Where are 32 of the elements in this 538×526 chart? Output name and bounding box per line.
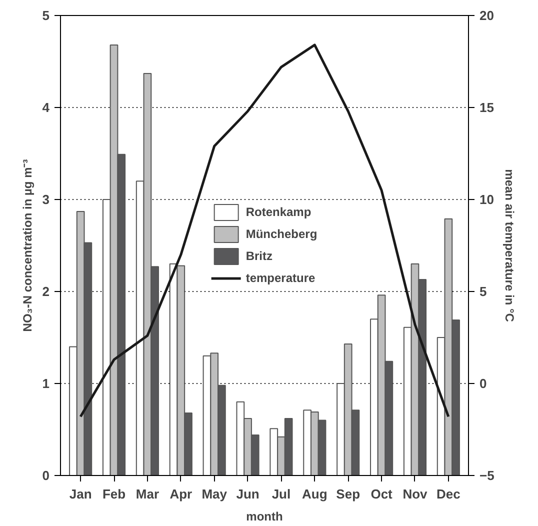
legend-label: Rotenkamp [246,205,312,219]
y-tick-label: 3 [42,192,50,207]
y2-tick-label: 5 [480,284,487,299]
y2-tick-label: 20 [480,8,494,23]
y2-tick-label: 0 [480,376,487,391]
x-tick-label: Nov [402,486,428,502]
y-tick-label: 4 [42,100,50,115]
y-tick-label: 1 [42,376,50,391]
x-tick-label: Oct [370,486,394,502]
y2-tick-label: 15 [480,100,494,115]
legend-label: Müncheberg [246,227,318,241]
x-tick-label: Mar [136,486,160,502]
x-tick-label: Sep [336,486,360,502]
x-tick-label: Feb [102,486,126,502]
legend-label: temperature [246,271,316,285]
y2-axis-title: mean air temperature in °C [502,169,516,322]
y2-tick-label: 10 [480,192,494,207]
y-tick-label: 0 [42,468,50,483]
x-tick-label: Jun [236,486,260,502]
x-tick-label: Aug [302,486,328,502]
x-tick-label: Jan [69,486,92,502]
x-tick-label: Dec [436,486,460,502]
legend-label: Britz [246,249,272,263]
y-axis-title: NO₃-N concentration in µg m⁻³ [20,159,34,332]
x-tick-label: Jul [272,486,291,502]
y-tick-label: 2 [42,284,50,299]
x-axis-title: month [246,510,283,524]
line-series [79,44,450,418]
x-tick-label: Apr [170,486,192,502]
y2-tick-label: −5 [480,468,494,483]
y-tick-label: 5 [42,8,50,23]
x-tick-label: May [202,486,228,502]
